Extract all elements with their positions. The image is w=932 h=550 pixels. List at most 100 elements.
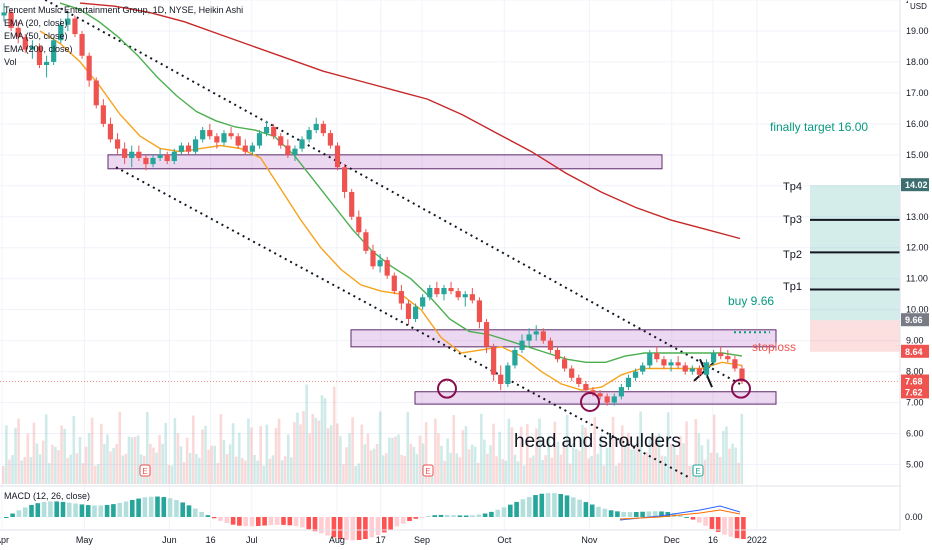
- candle-body: [100, 105, 106, 124]
- volume-bar: [290, 457, 293, 484]
- volume-bar: [703, 459, 707, 484]
- candle-body: [306, 130, 312, 140]
- volume-bar: [516, 461, 520, 484]
- macd-histogram-bar: [621, 511, 626, 517]
- volume-bar: [115, 443, 118, 484]
- tp2-label: Tp2: [783, 249, 802, 261]
- volume-bar: [149, 443, 152, 484]
- candle-body: [540, 331, 546, 341]
- candle-body: [327, 133, 334, 146]
- macd-histogram-bar: [526, 496, 532, 517]
- candle-body: [370, 250, 376, 267]
- macd-histogram-bar: [155, 496, 160, 517]
- earnings-badge: [422, 464, 434, 477]
- macd-histogram-bar: [413, 517, 419, 519]
- volume-bar: [385, 453, 388, 484]
- macd-histogram-bar: [337, 517, 343, 539]
- candle-body: [384, 260, 390, 276]
- volume-bar: [191, 415, 195, 484]
- volume-bar: [697, 433, 701, 484]
- macd-histogram-bar: [344, 517, 349, 540]
- volume-bar: [164, 422, 168, 484]
- volume-bar: [256, 460, 259, 484]
- candle-body: [505, 365, 511, 384]
- macd-histogram-bar: [287, 517, 293, 526]
- candle-body: [739, 368, 745, 382]
- candle-body: [107, 123, 114, 140]
- macd-histogram-bar: [211, 517, 217, 519]
- volume-bar: [467, 449, 471, 484]
- volume-bar: [375, 444, 379, 484]
- tp1-label: Tp1: [783, 281, 802, 293]
- volume-bar: [339, 436, 342, 484]
- candle-body: [334, 145, 341, 168]
- upper-trendline: [43, 0, 741, 385]
- price-tag: [901, 313, 929, 327]
- candle-body: [377, 260, 383, 267]
- macd-histogram-bar: [400, 517, 406, 524]
- macd-histogram-bar: [293, 517, 299, 527]
- macd-histogram-bar: [489, 511, 494, 517]
- candle-body: [136, 151, 142, 158]
- macd-histogram-bar: [419, 517, 425, 518]
- price-tag: [901, 344, 929, 358]
- volume-bar: [400, 454, 403, 484]
- symbol-title[interactable]: Tencent Music Entertainment Group, 1D, N…: [4, 5, 244, 15]
- macd-histogram-bar: [426, 515, 431, 517]
- macd-histogram-bar: [552, 493, 557, 517]
- ema200-legend[interactable]: EMA (200, close): [4, 44, 73, 54]
- macd-histogram-bar: [558, 494, 563, 517]
- volume-bar: [222, 440, 226, 484]
- candle-body: [207, 130, 213, 137]
- pattern-label: head and shoulders: [514, 431, 681, 452]
- volume-bar: [210, 445, 213, 484]
- volume-bar: [109, 451, 112, 484]
- volume-bar: [663, 456, 667, 484]
- macd-histogram-bar: [369, 517, 374, 538]
- ema50-legend[interactable]: EMA (50, close): [4, 31, 68, 41]
- macd-legend[interactable]: MACD (12, 26, close): [4, 491, 91, 501]
- volume-bar: [575, 449, 578, 484]
- volume-bar: [44, 414, 48, 484]
- macd-histogram-bar: [41, 501, 47, 517]
- signal-line: [619, 509, 741, 520]
- macd-histogram-bar: [741, 517, 746, 540]
- macd-histogram-bar: [167, 498, 173, 517]
- macd-histogram-bar: [388, 517, 393, 530]
- price-tick-label: 10.00: [906, 305, 929, 315]
- macd-histogram-bar: [715, 517, 721, 532]
- target-projection: [0, 185, 900, 382]
- volume-bar: [550, 457, 554, 484]
- volume-bar: [216, 462, 220, 484]
- volume-bar: [394, 436, 397, 484]
- volume-bar: [133, 436, 137, 484]
- candle-body: [604, 396, 610, 403]
- candle-body: [618, 387, 624, 397]
- volume-bar: [578, 450, 581, 484]
- macd-histogram-bar: [589, 504, 595, 517]
- volume-bar: [669, 443, 673, 484]
- ema20-legend[interactable]: EMA (20, close): [4, 18, 68, 28]
- volume-bar: [51, 444, 54, 484]
- volume-bar: [541, 460, 544, 484]
- candle-body: [122, 148, 128, 158]
- candle-body: [398, 291, 404, 304]
- volume-bar: [507, 418, 511, 484]
- time-tick-label: 2022: [747, 535, 767, 545]
- candle-body: [200, 130, 206, 140]
- ema200-line: [79, 2, 741, 240]
- volume-bar: [308, 433, 312, 484]
- volume-bar: [38, 454, 42, 484]
- volume-bar: [262, 465, 266, 484]
- time-tick-label: 17: [376, 535, 386, 545]
- volume-bar: [351, 417, 354, 484]
- volume-bar: [259, 426, 262, 484]
- volume-bar: [280, 460, 284, 484]
- macd-histogram-bar: [193, 508, 198, 517]
- volume-bar: [11, 455, 14, 484]
- indicator-legend: Tencent Music Entertainment Group, 1D, N…: [4, 4, 243, 69]
- volume-bar: [311, 413, 315, 484]
- volume-bar: [421, 443, 425, 484]
- vol-legend[interactable]: Vol: [4, 57, 17, 67]
